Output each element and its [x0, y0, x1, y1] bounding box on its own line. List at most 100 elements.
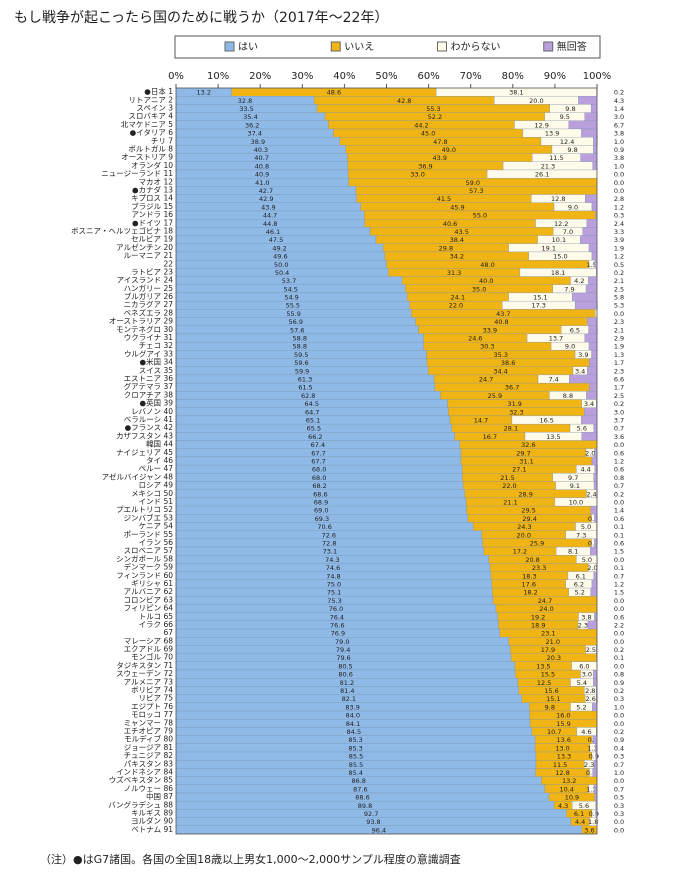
data-label: 5.2 [576, 703, 586, 711]
data-label: 9.0 [565, 343, 575, 351]
data-label: 85.5 [349, 761, 363, 769]
data-label: 28.9 [518, 490, 532, 498]
data-label: 9.8 [567, 146, 577, 154]
category-label: エストニア 36 [124, 374, 174, 383]
data-label: 33.0 [410, 171, 424, 179]
data-label: 6.1 [574, 810, 584, 818]
data-label: 57.3 [469, 187, 483, 195]
data-label: 25.9 [530, 539, 544, 547]
category-label: ●フランス 42 [125, 423, 174, 432]
category-label: スウェーデン 72 [116, 668, 173, 678]
category-label: オーストリア 9 [121, 153, 173, 162]
data-label: 8.8 [563, 392, 573, 400]
category-label: マカオ 12 [139, 177, 174, 186]
data-label: 0.0 [614, 605, 624, 613]
bar-segment [589, 358, 597, 367]
data-label: 59.6 [294, 359, 308, 367]
data-label: 0.9 [589, 810, 599, 818]
data-label: 0.6 [614, 515, 624, 523]
data-label: 0.2 [588, 736, 598, 744]
bar-segment [593, 481, 598, 490]
data-label: 0.0 [614, 638, 624, 646]
data-label: 85.3 [348, 736, 362, 744]
data-label: 43.7 [496, 310, 510, 318]
data-label: 13.5 [536, 662, 550, 670]
data-label: 0.8 [586, 769, 596, 777]
data-label: 19.2 [531, 613, 545, 621]
data-label: 4.3 [558, 802, 568, 810]
data-label: 30.3 [480, 343, 494, 351]
category-label: モンゴル 70 [131, 652, 173, 662]
bar-segment [588, 276, 598, 285]
data-label: 0.9 [614, 146, 624, 154]
data-label: 0.7 [614, 572, 624, 580]
data-label: 43.9 [261, 203, 275, 211]
data-label: 50.0 [274, 261, 288, 269]
legend-swatch [543, 41, 554, 52]
data-label: 13.2 [197, 89, 211, 97]
bar-segment [593, 571, 597, 581]
bar-segment [593, 145, 598, 154]
category-label: バングラデシュ 88 [108, 799, 173, 809]
category-label: ポルトガル 8 [128, 143, 173, 153]
data-label: 1.4 [614, 507, 624, 515]
x-tick-label: 80% [502, 71, 524, 82]
data-label: 48.0 [480, 261, 494, 269]
data-label: 23.1 [541, 630, 555, 638]
x-tick-label: 50% [375, 71, 397, 82]
data-label: 3.9 [578, 351, 588, 359]
data-label: 1.5 [614, 589, 624, 597]
bar-segment [574, 300, 598, 310]
category-label: プエルトリコ 52 [116, 505, 173, 514]
data-label: 6.2 [574, 580, 584, 588]
data-label: 36.7 [505, 384, 519, 392]
category-label: スロベニア 57 [124, 546, 174, 555]
data-label: 67.4 [311, 441, 325, 449]
x-tick-label: 20% [249, 71, 271, 82]
bar-segment [584, 112, 598, 121]
category-label: パキスタン 83 [124, 759, 173, 768]
data-label: 5.8 [614, 294, 624, 302]
category-label: ナイジェリア 45 [116, 448, 173, 457]
data-label: 7.3 [576, 531, 586, 539]
data-label: 1.8 [588, 818, 598, 826]
category-label: タジキスタン 71 [116, 661, 173, 670]
data-label: 44.2 [414, 121, 428, 129]
data-label: 18.2 [523, 589, 537, 597]
data-label: 84.0 [346, 712, 360, 720]
data-label: 10.1 [552, 236, 566, 244]
category-label: アルメニア 73 [124, 677, 174, 686]
data-label: 79.6 [336, 654, 350, 662]
data-label: 89.8 [358, 802, 372, 810]
data-label: 1.7 [614, 359, 624, 367]
data-label: 47.8 [433, 138, 447, 146]
data-label: 49.2 [272, 244, 286, 252]
category-label: ベネズエラ 28 [124, 307, 174, 317]
data-label: 80.5 [338, 662, 352, 670]
category-label: ウズベキスタン 85 [109, 775, 173, 785]
category-label: コロンビア 63 [124, 595, 174, 604]
data-label: 35.4 [243, 113, 257, 121]
data-label: 21.5 [500, 474, 514, 482]
data-label: 3.0 [614, 408, 624, 416]
bar-segment [572, 292, 597, 302]
data-label: 2.8 [614, 195, 624, 203]
data-label: 3.8 [581, 613, 591, 621]
data-label: 24.6 [468, 335, 482, 343]
data-label: 72.8 [322, 539, 336, 547]
data-label: 4.6 [581, 728, 591, 736]
data-label: 0.2 [614, 400, 624, 408]
data-label: 15.6 [544, 687, 558, 695]
bar-segment [586, 391, 598, 400]
data-label: 23.3 [532, 564, 546, 572]
data-label: 13.9 [545, 130, 559, 138]
data-label: 0.6 [614, 539, 624, 547]
data-label: 43.9 [433, 154, 447, 162]
data-label: 20.0 [517, 531, 531, 539]
category-label: ケニア 54 [139, 522, 174, 531]
category-label: チュニジア 82 [124, 751, 174, 760]
data-label: 12.2 [554, 220, 568, 228]
data-label: 1.9 [614, 343, 624, 351]
data-label: 33.9 [483, 326, 497, 334]
data-label: 62.8 [301, 392, 315, 400]
